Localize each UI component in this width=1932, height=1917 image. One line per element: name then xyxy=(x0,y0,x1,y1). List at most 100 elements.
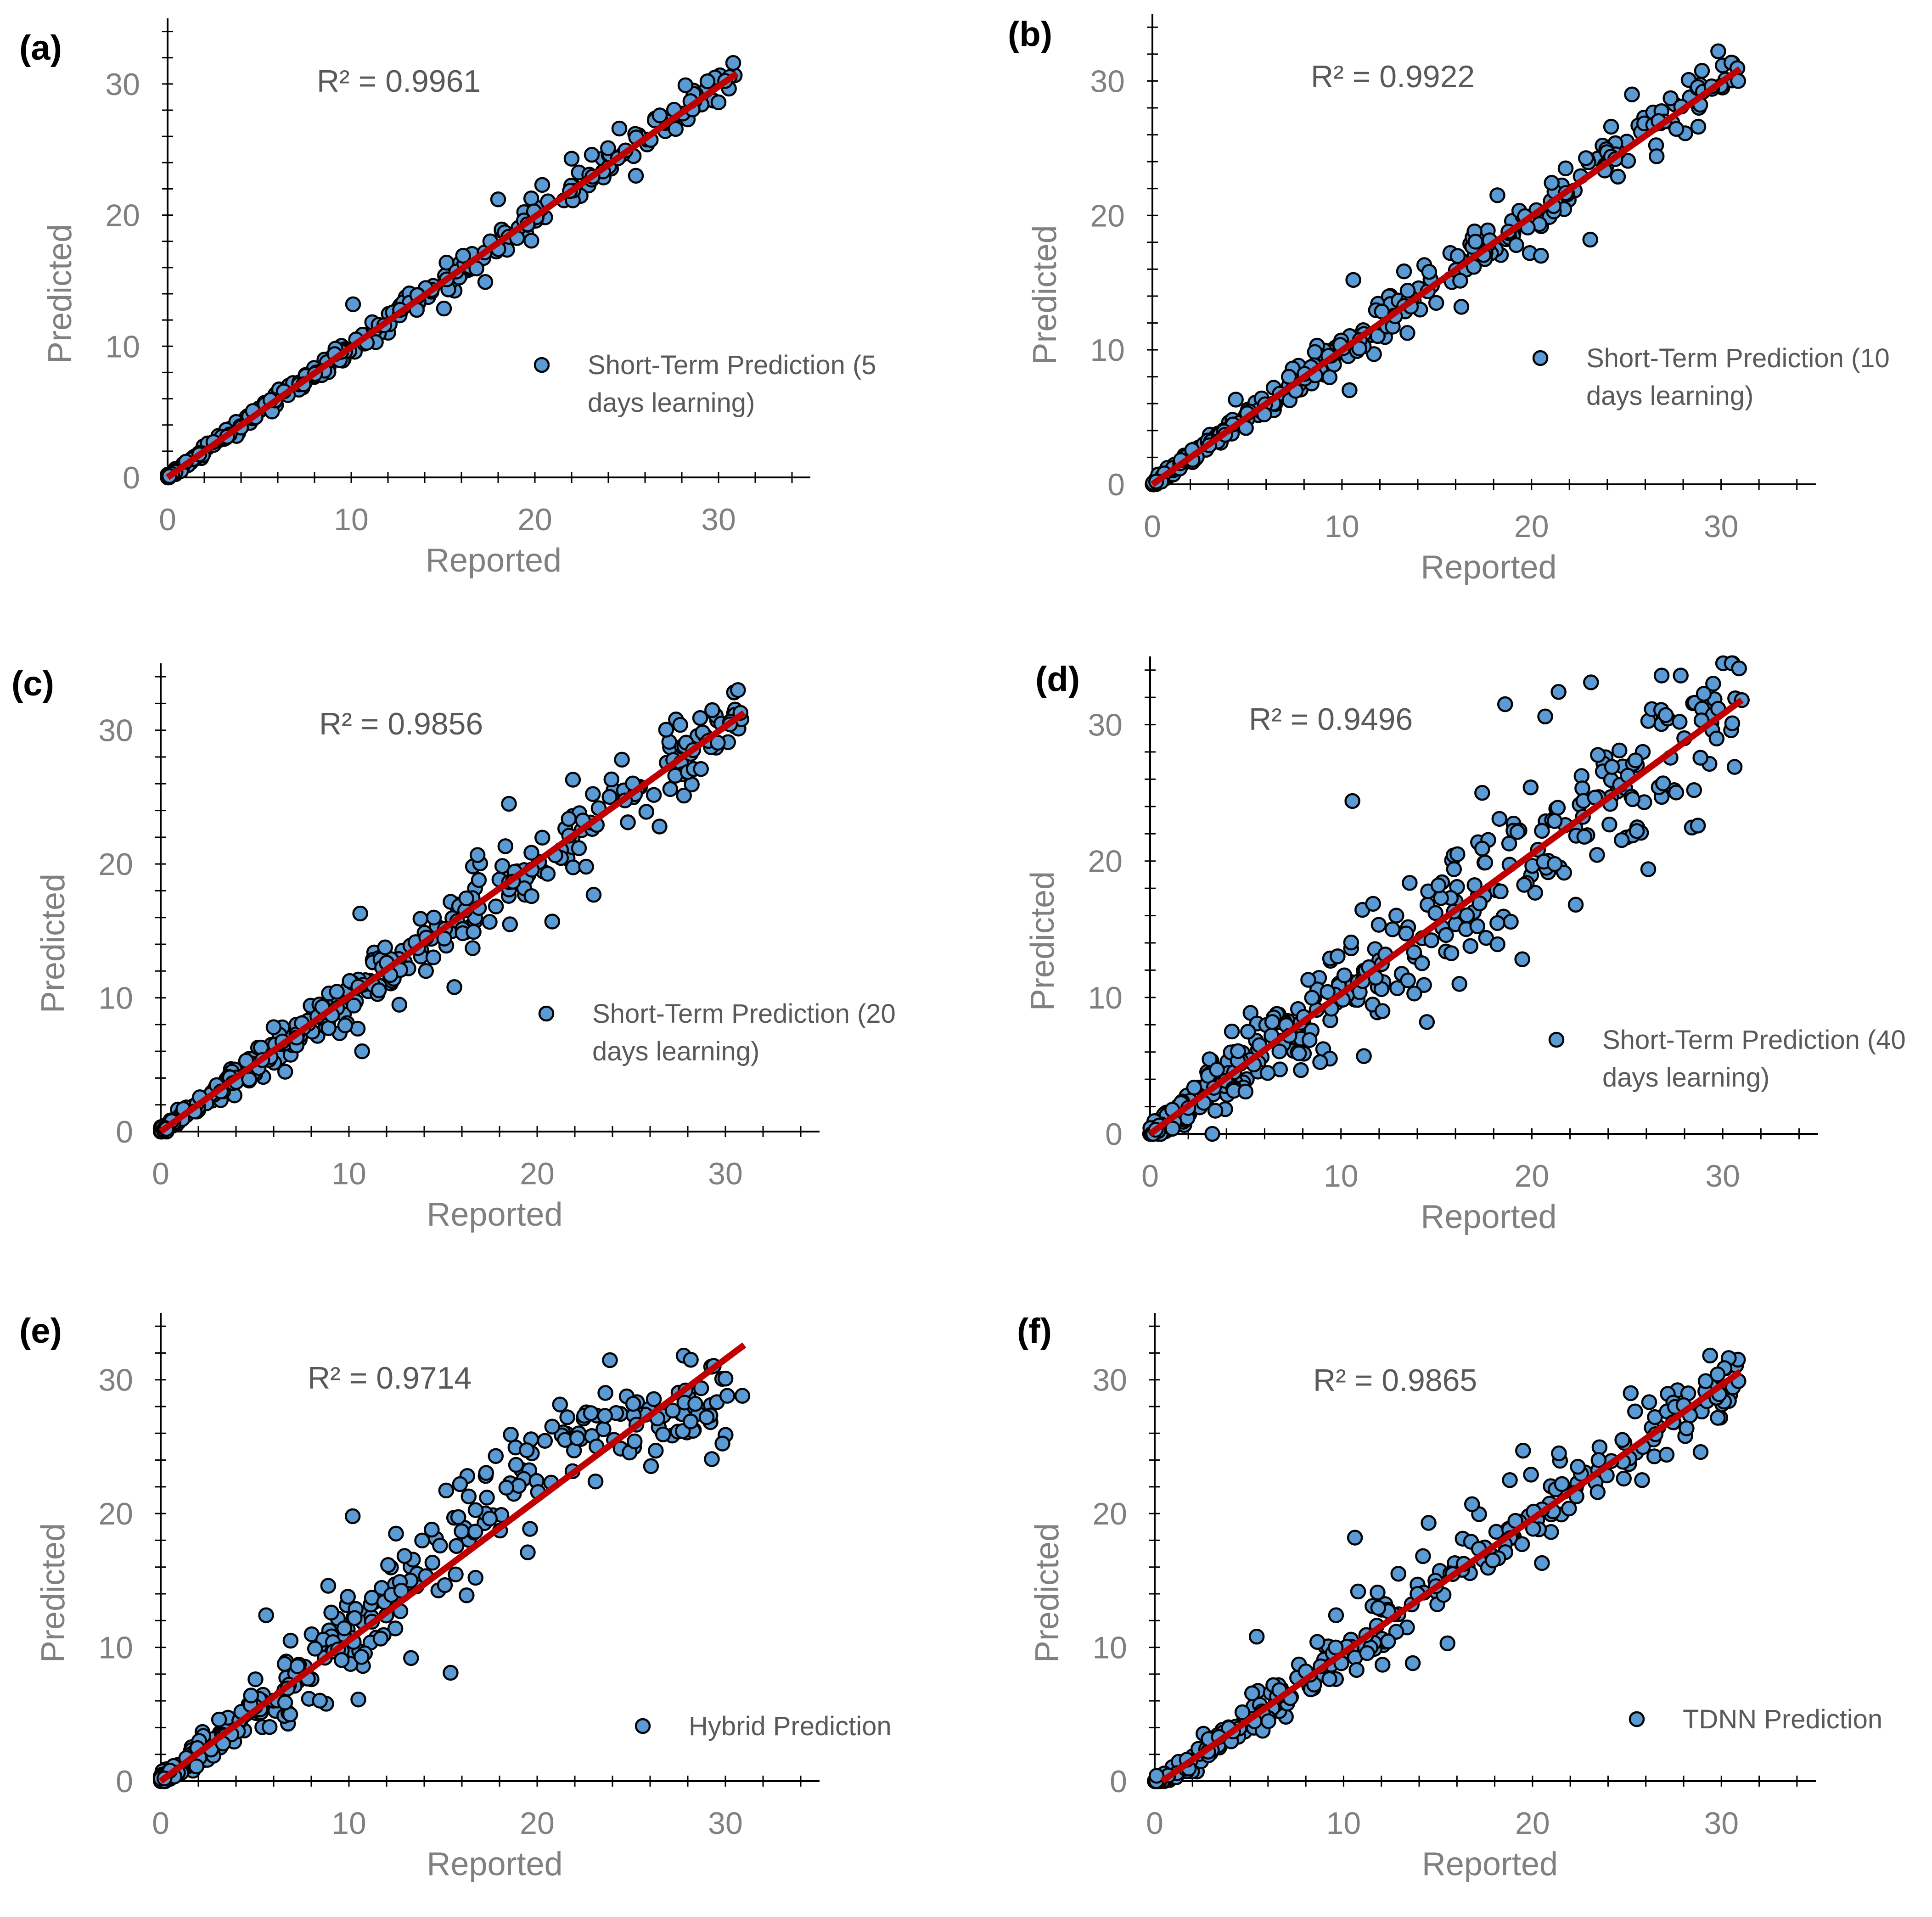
data-point xyxy=(1202,1051,1218,1067)
data-point xyxy=(1696,686,1712,702)
data-point xyxy=(377,939,393,956)
data-point xyxy=(534,830,550,846)
data-point xyxy=(1462,938,1478,954)
data-point xyxy=(626,1433,643,1450)
data-point xyxy=(1370,1600,1387,1616)
data-point xyxy=(1230,1043,1246,1059)
data-point xyxy=(1321,1671,1337,1687)
data-point xyxy=(1464,1496,1480,1512)
data-point xyxy=(611,120,628,137)
data-point xyxy=(1209,1062,1225,1078)
data-point xyxy=(1589,1484,1606,1500)
data-point xyxy=(1523,1467,1539,1483)
data-point xyxy=(258,1607,274,1623)
data-point xyxy=(1228,392,1244,408)
data-point xyxy=(1726,759,1743,775)
data-point xyxy=(563,151,580,167)
data-point xyxy=(1469,918,1486,934)
data-point xyxy=(1702,1347,1718,1364)
data-point xyxy=(1423,932,1439,948)
data-point xyxy=(1705,676,1721,692)
data-point xyxy=(651,818,668,835)
y-tick-label: 10 xyxy=(98,981,133,1016)
data-point xyxy=(1634,1472,1650,1488)
data-point xyxy=(1474,785,1490,801)
data-point xyxy=(1328,1607,1344,1623)
data-points xyxy=(1147,1347,1747,1789)
data-point xyxy=(1624,86,1640,102)
legend-marker xyxy=(534,357,550,373)
legend-label: Short-Term Prediction (20 xyxy=(592,999,896,1029)
data-point xyxy=(658,722,674,738)
data-point xyxy=(1690,118,1707,135)
scatter-panel-a: 0 10 20 30 0 10 20 30 Reported Predicted (a) R² = 0… xyxy=(19,18,876,579)
data-point xyxy=(448,1538,465,1554)
data-point xyxy=(1248,1629,1265,1645)
data-point xyxy=(1551,1445,1567,1462)
y-tick-label: 10 xyxy=(1088,981,1123,1015)
data-point xyxy=(1708,730,1725,747)
data-point xyxy=(1345,272,1361,288)
data-point xyxy=(734,1388,751,1404)
data-point xyxy=(676,787,692,804)
data-point xyxy=(682,1413,699,1429)
data-point xyxy=(1493,883,1509,900)
r-squared-label: R² = 0.9922 xyxy=(1311,59,1475,94)
data-point xyxy=(710,734,726,751)
x-tick-label: 20 xyxy=(1514,509,1549,544)
data-point xyxy=(307,1641,323,1657)
data-point xyxy=(646,787,662,803)
data-point xyxy=(578,858,594,875)
data-point xyxy=(446,979,462,995)
data-point xyxy=(583,1405,599,1421)
data-point xyxy=(1240,1024,1256,1040)
data-point xyxy=(508,1457,524,1473)
data-point xyxy=(571,840,587,856)
y-tick-label: 30 xyxy=(98,1363,133,1398)
x-tick-label: 0 xyxy=(152,1156,169,1191)
data-point xyxy=(1623,1385,1639,1401)
data-point xyxy=(1616,1470,1632,1487)
legend-marker xyxy=(1548,1031,1565,1048)
data-point xyxy=(518,1442,535,1458)
data-point xyxy=(1710,43,1726,59)
data-point xyxy=(371,982,387,998)
data-point xyxy=(1614,1432,1630,1448)
data-point xyxy=(1293,1062,1309,1078)
data-point xyxy=(1710,1410,1726,1426)
data-point xyxy=(565,772,581,788)
data-point xyxy=(320,1578,337,1594)
data-point xyxy=(354,1043,370,1059)
data-point xyxy=(1301,1032,1318,1048)
data-point xyxy=(1224,1023,1240,1040)
data-point xyxy=(289,1658,306,1675)
data-point xyxy=(534,177,550,193)
data-point xyxy=(587,1473,604,1490)
x-tick-label: 20 xyxy=(1515,1806,1550,1841)
y-tick-label: 20 xyxy=(98,1497,133,1531)
x-tick-label: 10 xyxy=(1325,509,1359,544)
data-point xyxy=(677,77,694,93)
data-point xyxy=(725,55,741,71)
y-tick-label: 0 xyxy=(116,1764,133,1799)
x-tick-label: 30 xyxy=(701,502,736,537)
data-point xyxy=(1709,1366,1726,1383)
legend: Hybrid Prediction xyxy=(635,1711,892,1741)
data-point xyxy=(1508,237,1524,253)
data-point xyxy=(1449,846,1466,863)
data-point xyxy=(1396,263,1412,280)
legend-label: Short-Term Prediction (40 xyxy=(1602,1025,1906,1055)
y-axis-title: Predicted xyxy=(1024,871,1061,1011)
data-point xyxy=(241,1071,257,1087)
data-point xyxy=(1321,369,1338,385)
fit-line xyxy=(1148,697,1744,1137)
data-point xyxy=(539,866,556,882)
x-axis-title: Reported xyxy=(1421,1199,1556,1235)
data-point xyxy=(1537,708,1553,724)
data-point xyxy=(482,1510,498,1527)
data-point xyxy=(1516,877,1532,893)
panel-label: (b) xyxy=(1008,15,1052,54)
data-point xyxy=(643,1458,659,1474)
data-point xyxy=(1591,1439,1608,1455)
scatter-panel-c: 0 10 20 30 0 10 20 30 Reported Predicted (c) R² = 0… xyxy=(11,663,896,1233)
